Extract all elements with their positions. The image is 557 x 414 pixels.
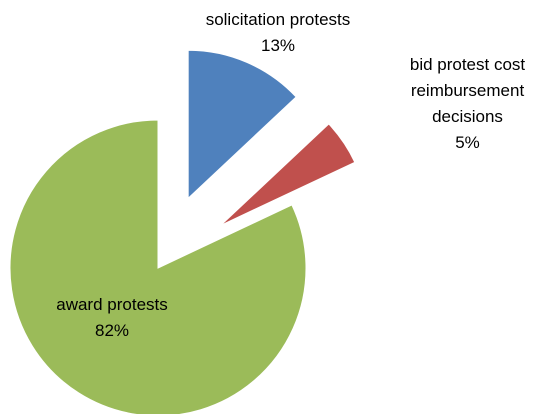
category-label: bid protest cost reimbursement decisions	[409, 55, 526, 126]
category-label: award protests	[56, 295, 168, 314]
category-label: solicitation protests	[205, 10, 351, 29]
value-label: 13%	[260, 36, 296, 55]
value-label: 5%	[455, 133, 480, 152]
pie-slice	[9, 119, 307, 414]
data-label: bid protest cost reimbursement decisions…	[380, 52, 555, 156]
data-label: award protests 82%	[32, 292, 192, 344]
pie-slice	[187, 49, 297, 200]
pie-slice	[220, 123, 356, 226]
data-label: solicitation protests 13%	[178, 7, 378, 59]
value-label: 82%	[94, 321, 130, 340]
